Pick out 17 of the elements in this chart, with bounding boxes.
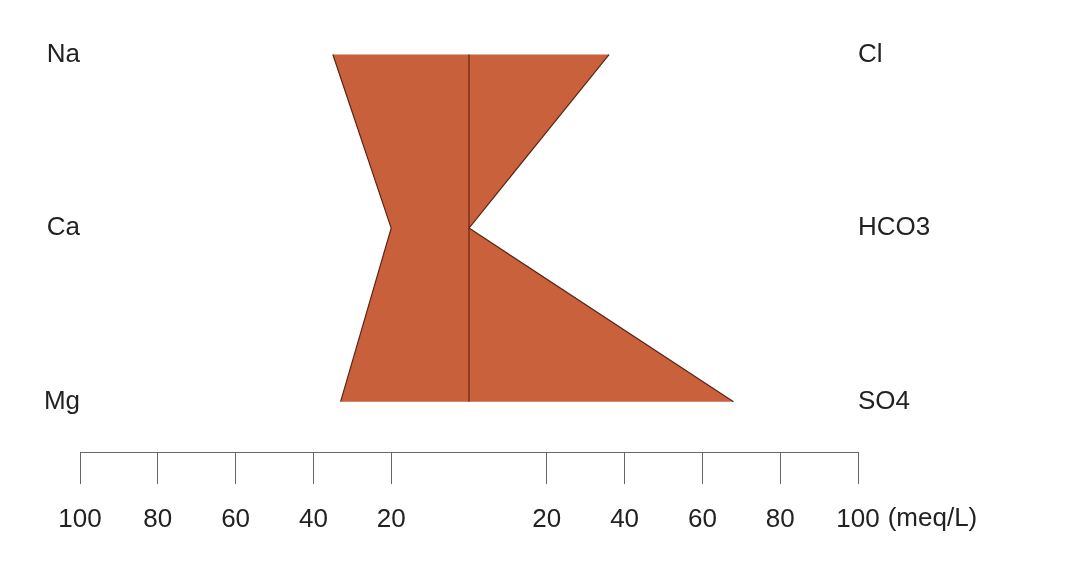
x-tick-label: 20: [376, 502, 406, 533]
x-tick-label: 40: [610, 502, 640, 533]
y2-tick-label: Cl: [858, 37, 883, 68]
x-tick-label: 100: [58, 502, 102, 533]
y-tick-label: Ca: [46, 211, 81, 242]
x-tick-label: 40: [298, 502, 328, 533]
x-tick-label: 100: [836, 502, 880, 533]
y2-tick-label: HCO3: [858, 211, 931, 242]
x-tick-label: 80: [143, 502, 173, 533]
x-tick-label: 60: [221, 502, 251, 533]
y-tick-label: Mg: [43, 384, 80, 415]
x-axis-title: (meq/L): [887, 502, 978, 533]
x-tick-label: 60: [687, 502, 717, 533]
y2-tick-label: SO4: [858, 384, 911, 415]
y-tick-label: Na: [46, 37, 81, 68]
x-tick-label: 20: [532, 502, 562, 533]
x-tick-label: 80: [765, 502, 795, 533]
